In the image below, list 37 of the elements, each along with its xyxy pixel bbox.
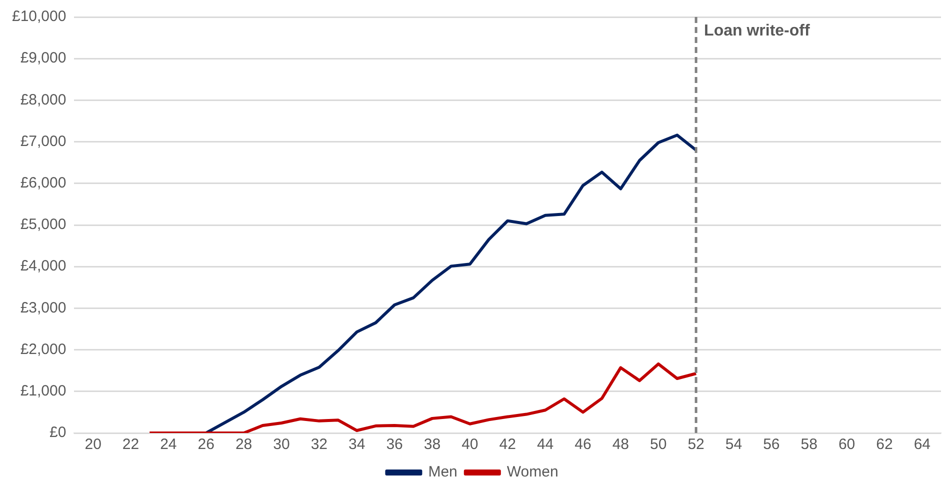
- y-tick-label: £7,000: [20, 132, 66, 150]
- x-tick-label: 24: [160, 436, 177, 454]
- y-tick-label: £9,000: [20, 50, 66, 67]
- y-tick-label: £10,000: [12, 8, 66, 26]
- x-tick-label: 42: [499, 436, 516, 454]
- x-tick-label: 50: [650, 436, 667, 454]
- x-tick-label: 58: [800, 436, 818, 454]
- x-tick-label: 46: [574, 436, 592, 454]
- x-tick-label: 22: [122, 436, 140, 454]
- y-tick-label: £0: [50, 424, 66, 442]
- x-tick-label: 34: [348, 436, 366, 454]
- x-tick-label: 52: [688, 436, 704, 454]
- y-tick-label: £6,000: [20, 174, 66, 192]
- legend-label: Men: [428, 464, 458, 481]
- y-tick-label: £2,000: [20, 340, 66, 358]
- x-tick-label: 56: [763, 436, 780, 454]
- y-tick-label: £8,000: [20, 91, 66, 108]
- x-tick-label: 36: [386, 436, 403, 454]
- x-tick-label: 28: [235, 436, 252, 454]
- y-tick-label: £5,000: [20, 216, 66, 234]
- x-tick-label: 26: [198, 436, 214, 454]
- ref-line-label: Loan write-off: [704, 22, 810, 40]
- x-tick-label: 44: [536, 436, 554, 454]
- x-tick-label: 64: [914, 436, 930, 454]
- x-tick-label: 40: [462, 436, 478, 454]
- y-tick-label: £4,000: [20, 258, 66, 275]
- x-tick-label: 20: [84, 436, 102, 454]
- x-tick-label: 62: [876, 436, 893, 454]
- x-tick-label: 32: [310, 436, 328, 454]
- y-tick-label: £1,000: [20, 382, 66, 400]
- x-tick-label: 30: [273, 436, 290, 454]
- x-tick-label: 54: [725, 436, 742, 454]
- x-tick-label: 60: [838, 436, 856, 454]
- legend-label: Women: [506, 464, 558, 481]
- x-tick-label: 48: [612, 436, 630, 454]
- y-tick-label: £3,000: [20, 299, 66, 316]
- x-tick-label: 38: [424, 436, 441, 454]
